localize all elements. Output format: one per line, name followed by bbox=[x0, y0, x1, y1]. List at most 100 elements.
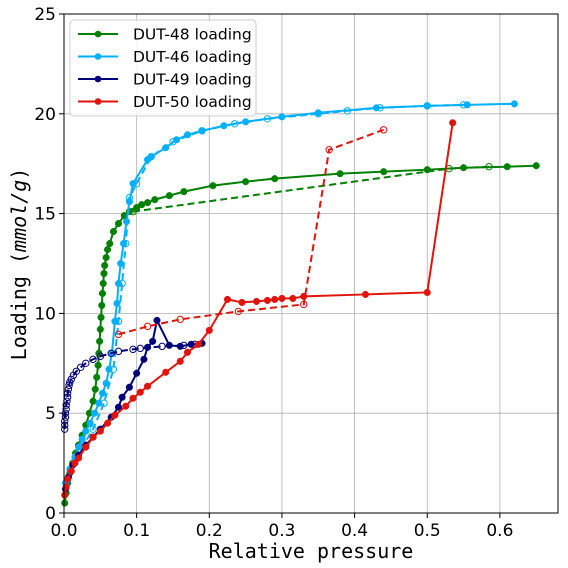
dut-46-loading-adsorption-point bbox=[78, 435, 86, 443]
legend-swatch-marker bbox=[94, 30, 102, 38]
dut-48-loading-adsorption-point bbox=[102, 253, 110, 262]
dut-49-loading-desorption-point bbox=[62, 401, 70, 409]
dut-48-loading-adsorption-point bbox=[423, 166, 431, 174]
x-tick-label: 0.3 bbox=[268, 521, 295, 541]
dut-49-loading-adsorption-point bbox=[114, 403, 123, 411]
dut-49-loading-adsorption-point bbox=[133, 369, 141, 377]
dut-50-loading-adsorption-point bbox=[361, 290, 370, 298]
y-tick-label: 25 bbox=[34, 5, 56, 25]
dut-50-loading-desorption-point bbox=[176, 315, 184, 324]
dut-46-loading-adsorption-point bbox=[147, 153, 155, 161]
dut-48-loading-adsorption-point bbox=[336, 170, 344, 178]
dut-49-loading-desorption-point bbox=[64, 385, 73, 393]
x-tick-label: 0.5 bbox=[414, 521, 441, 541]
y-tick-label: 15 bbox=[34, 205, 56, 225]
dut-46-loading-adsorption-point bbox=[111, 317, 119, 325]
dut-50-loading-adsorption-point bbox=[238, 298, 246, 306]
dut-50-loading-adsorption-point bbox=[278, 294, 286, 302]
dut-49-loading-adsorption-point bbox=[143, 343, 152, 351]
dut-49-loading-desorption-point bbox=[82, 359, 90, 367]
dut-48-loading-adsorption-point bbox=[96, 337, 104, 345]
dut-46-loading-adsorption-point bbox=[242, 118, 250, 126]
dut-46-loading-adsorption-point bbox=[114, 279, 123, 288]
dut-49-loading-desorption-point bbox=[77, 363, 85, 371]
dut-46-loading-adsorption-point bbox=[117, 259, 125, 268]
dut-46-loading-adsorption-point bbox=[129, 180, 137, 188]
dut-50-loading-desorption-point bbox=[379, 126, 388, 134]
dut-50-loading-desorption-point bbox=[143, 322, 152, 331]
dut-46-loading-adsorption-point bbox=[198, 127, 206, 135]
dut-48-loading-adsorption-point bbox=[94, 361, 102, 369]
dut-46-loading-adsorption-point bbox=[95, 399, 103, 407]
dut-48-loading-adsorption-point bbox=[380, 168, 388, 176]
dut-50-loading-adsorption-point bbox=[82, 443, 90, 451]
y-axis-label-suffix: ) bbox=[7, 168, 31, 180]
dut-50-loading-adsorption-point bbox=[423, 288, 431, 296]
dut-46-loading-adsorption-point bbox=[74, 443, 83, 451]
dut-50-loading-adsorption-point bbox=[61, 491, 69, 499]
dut-49-loading-desorption-point bbox=[96, 352, 105, 361]
dut-50-loading-adsorption-point bbox=[64, 475, 72, 483]
dut-48-loading-adsorption-point bbox=[209, 182, 217, 190]
axis-ticks: 0.0 0.1 0.2 0.3 0.4 0.5 0.6 0 5 10 15 20 25 bbox=[34, 5, 513, 541]
legend-swatch-marker bbox=[94, 75, 102, 83]
dut-48-loading-adsorption-point bbox=[460, 164, 468, 172]
dut-50-loading-adsorption-point bbox=[271, 295, 279, 303]
legend-label: DUT-48 loading bbox=[133, 26, 252, 44]
y-axis-label-prefix: Loading ( bbox=[7, 252, 31, 360]
dut-50-loading-adsorption-point bbox=[252, 297, 261, 305]
dut-46-loading-adsorption-point bbox=[278, 113, 286, 121]
dut-49-loading-adsorption-point bbox=[165, 341, 173, 349]
dut-46-loading-adsorption-point bbox=[125, 198, 133, 206]
dut-50-loading-desorption-point bbox=[300, 300, 308, 309]
dut-49-loading-adsorption-point bbox=[153, 316, 161, 324]
dut-48-loading-adsorption-point bbox=[98, 301, 106, 309]
dut-46-loading-adsorption-point bbox=[314, 109, 322, 117]
legend-frame bbox=[69, 19, 257, 117]
dut-50-loading-adsorption-point bbox=[71, 459, 79, 467]
dut-46-loading-adsorption-point bbox=[86, 419, 94, 427]
dut-48-loading-adsorption-point bbox=[91, 385, 99, 393]
dut-48-loading-adsorption-point bbox=[99, 279, 107, 288]
x-tick-label: 0.6 bbox=[486, 521, 513, 541]
legend-label: DUT-46 loading bbox=[133, 48, 252, 66]
dut-49-loading-desorption-point bbox=[129, 345, 137, 354]
y-axis-label: Loading (mmol/g) bbox=[7, 168, 31, 361]
dut-50-loading-adsorption-point bbox=[289, 294, 297, 302]
dut-50-loading-adsorption-point bbox=[67, 467, 75, 475]
legend-item: DUT-46 loading bbox=[78, 48, 252, 66]
dut-49-loading-desorption-point bbox=[61, 417, 69, 425]
plot-frame bbox=[63, 13, 559, 514]
dut-50-loading-adsorption-point bbox=[194, 340, 202, 348]
dut-49-loading-adsorption-point bbox=[125, 383, 133, 391]
dut-50-loading-series bbox=[61, 119, 457, 499]
x-axis-label: Relative pressure bbox=[209, 539, 414, 563]
legend: DUT-48 loading DUT-46 loading DUT-49 loadi… bbox=[69, 19, 257, 117]
dut-49-loading-desorption-point bbox=[61, 421, 69, 429]
dut-50-loading-adsorption-point bbox=[183, 348, 192, 356]
dut-46-loading-series bbox=[61, 100, 518, 487]
dut-48-loading-adsorption-point bbox=[242, 178, 250, 186]
dut-50-loading-adsorption-point bbox=[104, 419, 112, 427]
legend-item: DUT-50 loading bbox=[78, 93, 252, 111]
dut-48-loading-adsorption-point bbox=[98, 289, 107, 297]
dut-48-loading-adsorption-point bbox=[104, 245, 112, 254]
legend-label: DUT-50 loading bbox=[133, 93, 252, 111]
dut-49-loading-desorption-point bbox=[61, 425, 69, 433]
y-tick-label: 20 bbox=[34, 105, 56, 125]
dut-48-loading-adsorption-point bbox=[151, 196, 159, 204]
dut-48-loading-adsorption-point bbox=[165, 192, 173, 200]
x-tick-label: 0.1 bbox=[123, 521, 150, 541]
dut-46-loading-adsorption-point bbox=[173, 136, 181, 144]
dut-48-loading-adsorption-point bbox=[97, 313, 105, 321]
dut-49-loading-desorption-point bbox=[62, 405, 70, 413]
dut-48-loading-adsorption-point bbox=[106, 239, 114, 248]
dut-46-loading-adsorption-point bbox=[162, 144, 170, 152]
dut-50-loading-adsorption-point bbox=[449, 119, 457, 127]
dut-50-loading-adsorption-point bbox=[129, 394, 137, 402]
dut-46-loading-adsorption-point bbox=[120, 239, 128, 248]
dut-50-loading-adsorption-point bbox=[122, 402, 130, 410]
dut-50-loading-adsorption-point bbox=[62, 483, 70, 491]
dut-50-loading-desorption-point bbox=[234, 307, 243, 316]
